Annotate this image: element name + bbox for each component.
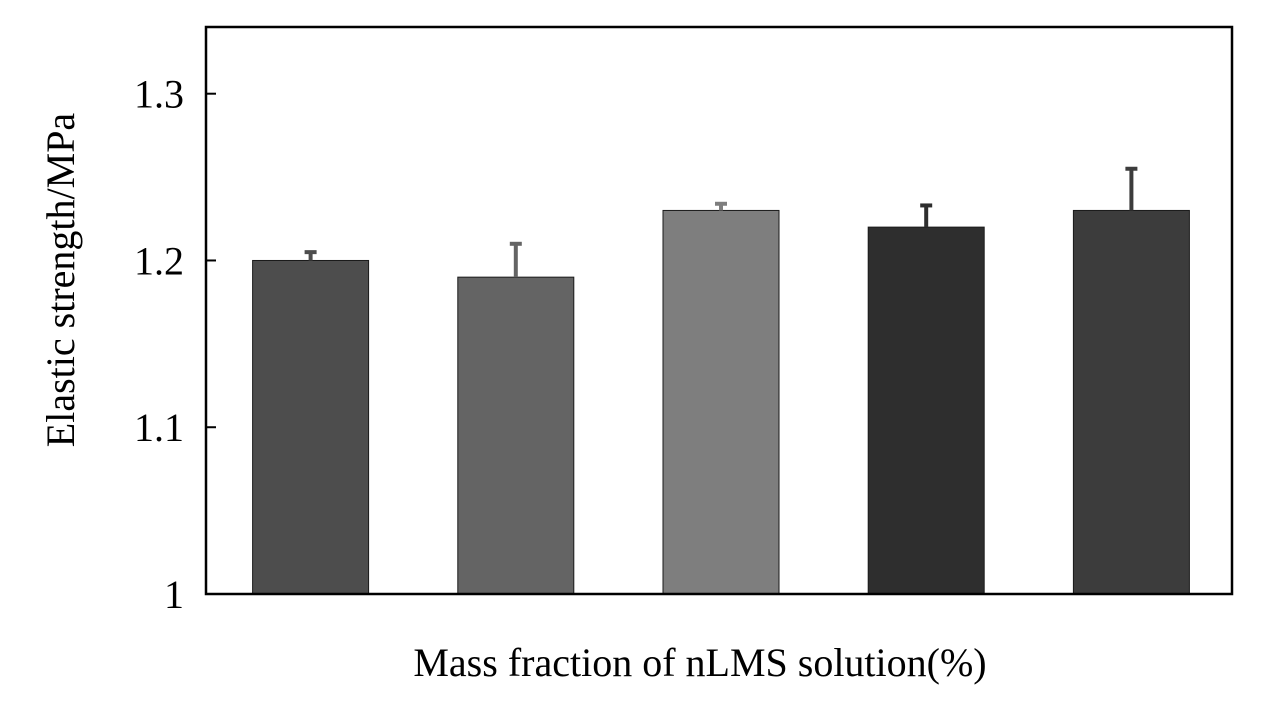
bar xyxy=(662,209,780,595)
bars-layer xyxy=(252,209,1190,595)
y-tick-label: 1.3 xyxy=(134,72,184,117)
bar xyxy=(1072,209,1190,595)
bar xyxy=(867,226,985,595)
y-tick-label: 1.1 xyxy=(134,405,184,450)
error-bars-layer xyxy=(304,166,1138,278)
bar xyxy=(457,276,575,595)
x-axis-label: Mass fraction of nLMS solution(%) xyxy=(413,640,986,685)
bar xyxy=(252,259,370,595)
y-tick-label: 1 xyxy=(164,572,184,617)
plot-frame xyxy=(204,25,1234,596)
y-axis: 1 1.1 1.2 1.3 xyxy=(134,72,216,617)
y-axis-label: Elastic strength/MPa xyxy=(38,113,83,448)
y-tick-label: 1.2 xyxy=(134,238,184,283)
